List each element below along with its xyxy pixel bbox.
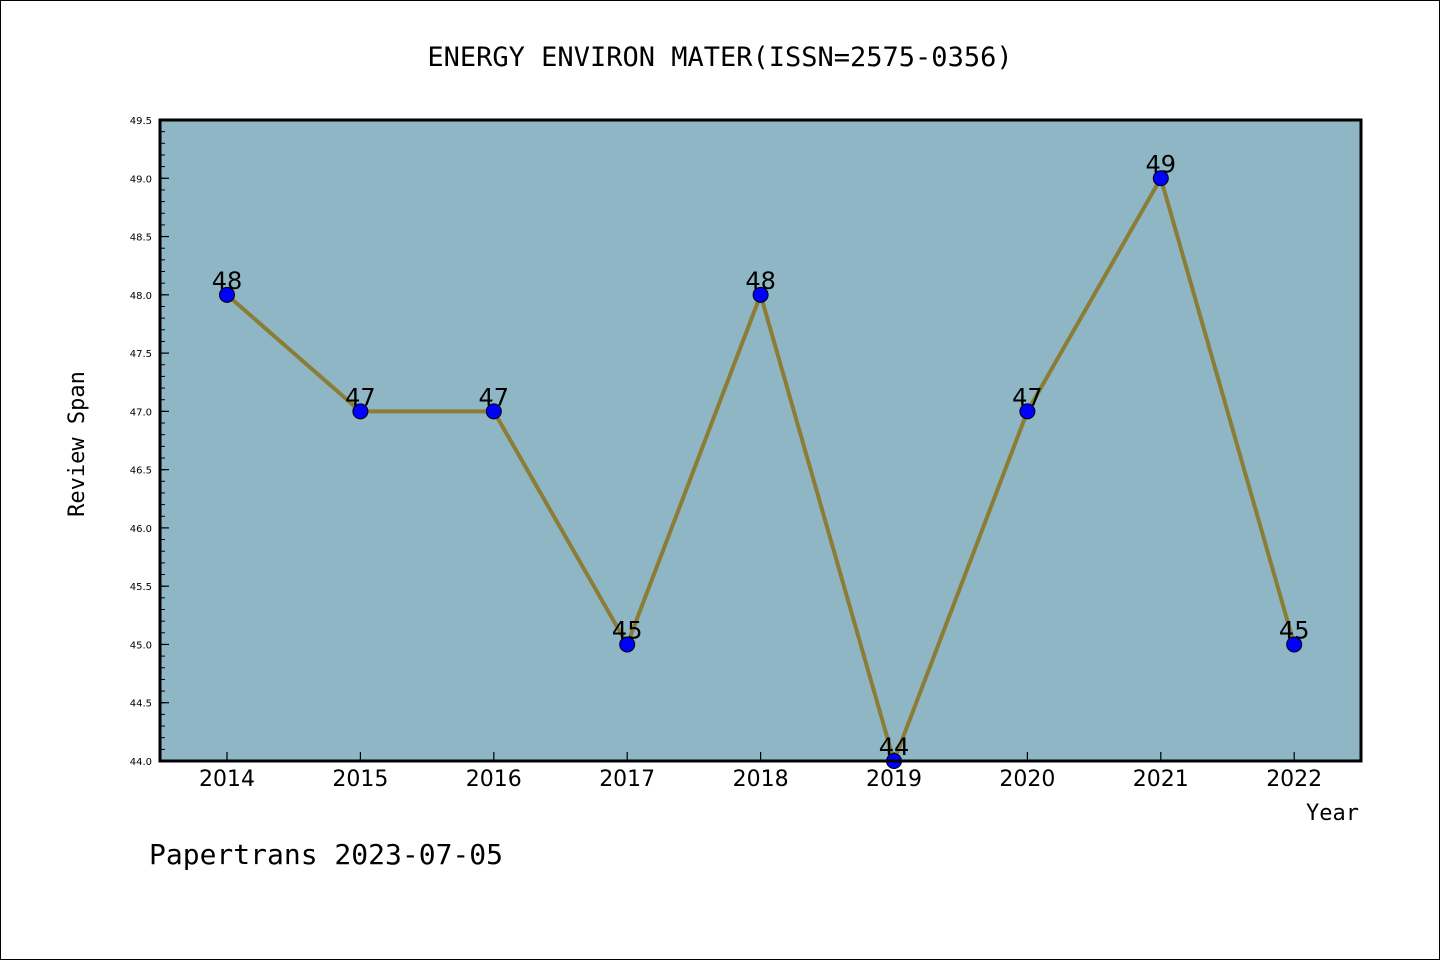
data-point [485, 403, 502, 420]
y-tick-label: 44.5 [130, 699, 152, 710]
y-tick-label: 45.0 [130, 640, 152, 651]
y-tick-label: 49.5 [130, 116, 152, 127]
y-axis-ticks: 44.0 44.5 45.0 45.5 46.0 46.5 47.0 47.5 48.0 48.5… [130, 116, 169, 768]
y-tick-label: 46.0 [130, 524, 152, 535]
x-tick-label: 2016 [466, 767, 522, 792]
data-label: 49 [1146, 150, 1177, 178]
data-label: 47 [479, 383, 510, 411]
data-point [752, 286, 769, 303]
data-labels: 48 47 47 45 48 44 47 49 45 [212, 150, 1310, 761]
data-label: 47 [1012, 383, 1043, 411]
y-tick-label: 48.0 [130, 291, 152, 302]
x-tick-label: 2019 [866, 767, 922, 792]
x-tick-label: 2018 [733, 767, 789, 792]
x-tick-label: 2022 [1266, 767, 1322, 792]
y-tick-label: 47.0 [130, 407, 152, 418]
data-point [1286, 636, 1303, 653]
data-point [219, 286, 235, 303]
data-label: 44 [879, 733, 910, 761]
chart-title: ENERGY ENVIRON MATER(ISSN=2575-0356) [427, 42, 1012, 73]
y-tick-label: 48.5 [130, 233, 152, 244]
x-tick-label: 2014 [199, 767, 255, 792]
plot-area [160, 120, 1361, 761]
data-point [352, 403, 369, 420]
y-tick-label: 49.0 [130, 174, 152, 185]
y-axis-label: Review Span [65, 371, 90, 517]
data-label: 47 [345, 383, 376, 411]
x-tick-label: 2015 [332, 767, 388, 792]
footer-credit: Papertrans 2023-07-05 [149, 838, 503, 871]
x-tick-label: 2020 [999, 767, 1055, 792]
y-tick-label: 47.5 [130, 349, 152, 360]
data-point [1152, 170, 1169, 187]
data-point [619, 636, 636, 653]
data-label: 45 [1279, 616, 1310, 644]
data-label: 48 [745, 267, 776, 295]
x-axis-label: Year [1306, 801, 1359, 826]
y-tick-label: 45.5 [130, 582, 152, 593]
x-tick-label: 2021 [1133, 767, 1189, 792]
data-label: 48 [212, 267, 243, 295]
plot-border [158, 118, 1363, 763]
x-axis-ticks: 2014 2015 2016 2017 2018 2019 2020 2021 2022 [199, 752, 1322, 792]
y-tick-label: 44.0 [130, 757, 152, 768]
x-tick-label: 2017 [599, 767, 655, 792]
data-point [1019, 403, 1036, 420]
series-markers [219, 170, 1303, 769]
y-tick-label: 46.5 [130, 466, 152, 477]
data-label: 45 [612, 616, 643, 644]
